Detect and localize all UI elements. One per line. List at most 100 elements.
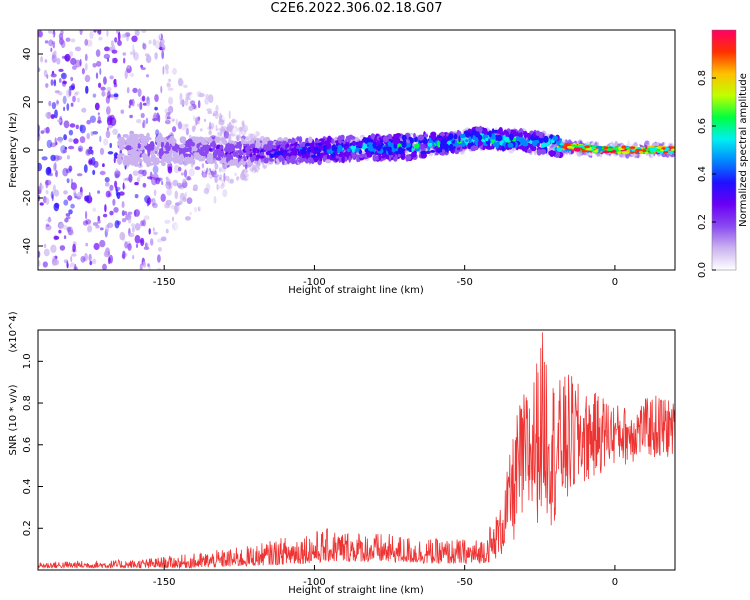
spectrogram-blob (97, 115, 101, 124)
spectrogram-blob (227, 170, 232, 176)
spectrogram-blob (64, 146, 68, 150)
spectrogram-blob (41, 156, 48, 161)
spectrogram-ridge-blob (128, 136, 132, 141)
spectrogram-ridge-blob (522, 141, 529, 147)
spectrogram-blob (95, 49, 101, 57)
spectrogram-ridge-blob (349, 135, 356, 140)
spectrogram-y-tick-label: 20 (22, 96, 33, 109)
spectrogram-blob (165, 70, 169, 75)
spectrogram-ridge-blob (516, 132, 521, 136)
spectrogram-ridge-blob (325, 141, 329, 146)
spectrogram-ridge-blob (319, 158, 323, 162)
spectrogram-blob (192, 167, 197, 177)
spectrogram-blob (596, 152, 600, 157)
spectrogram-blob (198, 195, 202, 201)
spectrogram-blob (166, 83, 172, 88)
spectrogram-ridge-blob (179, 144, 186, 149)
spectrogram-ridge-blob (406, 147, 412, 151)
spectrogram-blob (76, 173, 83, 177)
spectrogram-blob (137, 88, 142, 97)
spectrogram-ridge-blob (335, 155, 339, 159)
spectrogram-ridge-blob (286, 157, 290, 161)
spectrogram-ridge-blob (276, 144, 280, 150)
spectrogram-ridge-blob (629, 146, 636, 150)
spectrogram-blob (236, 164, 239, 169)
spectrogram-blob (140, 112, 145, 119)
spectrogram-blob (94, 32, 100, 41)
spectrogram-ridge-blob (164, 145, 169, 149)
spectrogram-blob (38, 133, 41, 142)
spectrogram-ridge-blob (366, 151, 371, 155)
spectrogram-blob (177, 121, 182, 130)
spectrogram-blob (92, 222, 99, 226)
spectrogram-ridge-blob (281, 159, 285, 165)
spectrogram-blob (193, 184, 198, 191)
spectrogram-blob (160, 38, 165, 45)
spectrogram-blob (132, 255, 135, 260)
spectrogram-ridge-blob (219, 144, 224, 150)
colorbar-tick-label: 0.8 (697, 70, 708, 86)
spectrogram-blob (104, 182, 110, 187)
spectrogram-blob (140, 67, 146, 71)
spectrogram-ridge-blob (372, 141, 377, 149)
spectrogram-ridge-blob (305, 160, 309, 164)
spectrogram-ridge-blob (519, 132, 523, 138)
spectrogram-ridge-blob (188, 156, 194, 164)
spectrogram-blob (67, 195, 73, 201)
spectrogram-ridge-blob (202, 141, 209, 145)
spectrogram-blob (115, 186, 121, 191)
spectrogram-blob (171, 216, 175, 222)
spectrogram-ridge-blob (229, 159, 235, 166)
spectrogram-blob (121, 34, 127, 38)
spectrogram-ridge-blob (559, 143, 565, 146)
spectrogram-blob (648, 141, 651, 148)
snr-frame (37, 329, 676, 571)
spectrogram-blob (152, 118, 158, 122)
spectrogram-blob (124, 210, 128, 216)
spectrogram-blob (103, 250, 109, 258)
spectrogram-blob (69, 51, 74, 57)
spectrogram-blob (161, 50, 165, 60)
spectrogram-ridge-blob (283, 151, 287, 159)
spectrogram-ridge-blob (621, 145, 627, 149)
spectrogram-blob (92, 63, 97, 68)
spectrogram-ridge-blob (331, 138, 335, 144)
spectrogram-blob (174, 164, 180, 174)
spectrogram-blob (154, 94, 159, 103)
spectrogram-blob (140, 64, 144, 68)
spectrogram-blob (70, 76, 74, 82)
spectrogram-blob (97, 190, 101, 194)
spectrogram-blob (197, 100, 201, 109)
spectrogram-blob (134, 30, 140, 36)
spectrogram-blob (175, 118, 178, 126)
spectrogram-ridge-blob (188, 154, 191, 158)
spectrogram-ridge-blob (287, 138, 292, 143)
spectrogram-ridge-blob (215, 156, 222, 161)
spectrogram-x-tick-label: -50 (456, 277, 472, 288)
spectrogram-ridge-blob (521, 145, 528, 152)
spectrogram-blob (57, 119, 62, 123)
spectrogram-blob (54, 161, 57, 171)
spectrogram-blob (86, 132, 90, 140)
spectrogram-blob (235, 134, 241, 141)
spectrogram-blob (62, 167, 69, 177)
spectrogram-blob (103, 76, 107, 85)
spectrogram-ridge-blob (358, 154, 365, 158)
spectrogram-blob (180, 100, 185, 106)
spectrogram-blob (50, 191, 54, 199)
spectrogram-blob (94, 102, 100, 111)
spectrogram-blob (99, 135, 102, 143)
spectrogram-ridge-blob (666, 150, 674, 154)
spectrogram-blob (145, 117, 149, 125)
spectrogram-blob (188, 202, 192, 211)
spectrogram-blob (70, 182, 77, 191)
spectrogram-blob (73, 189, 77, 198)
spectrogram-blob (193, 93, 197, 101)
spectrogram-blob (48, 100, 52, 107)
spectrogram-ridge-blob (244, 146, 250, 152)
spectrogram-blob (143, 246, 150, 250)
spectrogram-ridge-blob (367, 142, 374, 146)
spectrogram-ridge-blob (593, 149, 599, 153)
snr-x-axis-label: Height of straight line (km) (288, 585, 424, 596)
